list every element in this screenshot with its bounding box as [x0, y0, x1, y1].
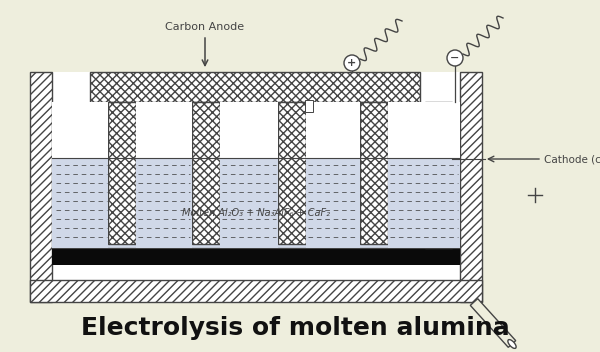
Bar: [30, 280, 482, 302]
Text: Molten Al₂O₃ + Na₃AlF₆ + CaF₂: Molten Al₂O₃ + Na₃AlF₆ + CaF₂: [182, 208, 330, 218]
Bar: [90, 72, 420, 102]
Bar: [278, 102, 306, 244]
Polygon shape: [470, 298, 516, 347]
Bar: [305, 100, 313, 112]
Bar: [136, 158, 192, 248]
Bar: [220, 158, 278, 248]
Bar: [425, 102, 452, 248]
Text: Electrolysis of molten alumina: Electrolysis of molten alumina: [80, 316, 509, 340]
Bar: [52, 158, 460, 248]
Bar: [52, 72, 460, 280]
Bar: [306, 102, 360, 158]
Bar: [108, 102, 136, 244]
Circle shape: [344, 55, 360, 71]
Bar: [360, 102, 388, 244]
Ellipse shape: [508, 340, 516, 348]
Text: −: −: [451, 53, 460, 63]
Bar: [388, 102, 460, 158]
Text: Carbon Anode: Carbon Anode: [166, 22, 245, 32]
Bar: [30, 72, 52, 302]
Bar: [220, 102, 278, 158]
Bar: [136, 102, 192, 158]
Text: Cathode (carbon): Cathode (carbon): [544, 154, 600, 164]
Bar: [306, 158, 360, 248]
Bar: [52, 102, 108, 158]
Bar: [388, 158, 460, 248]
Circle shape: [447, 50, 463, 66]
Bar: [192, 102, 220, 244]
Text: +: +: [347, 58, 356, 68]
Bar: [52, 158, 108, 248]
Bar: [52, 248, 460, 265]
Bar: [460, 72, 482, 302]
